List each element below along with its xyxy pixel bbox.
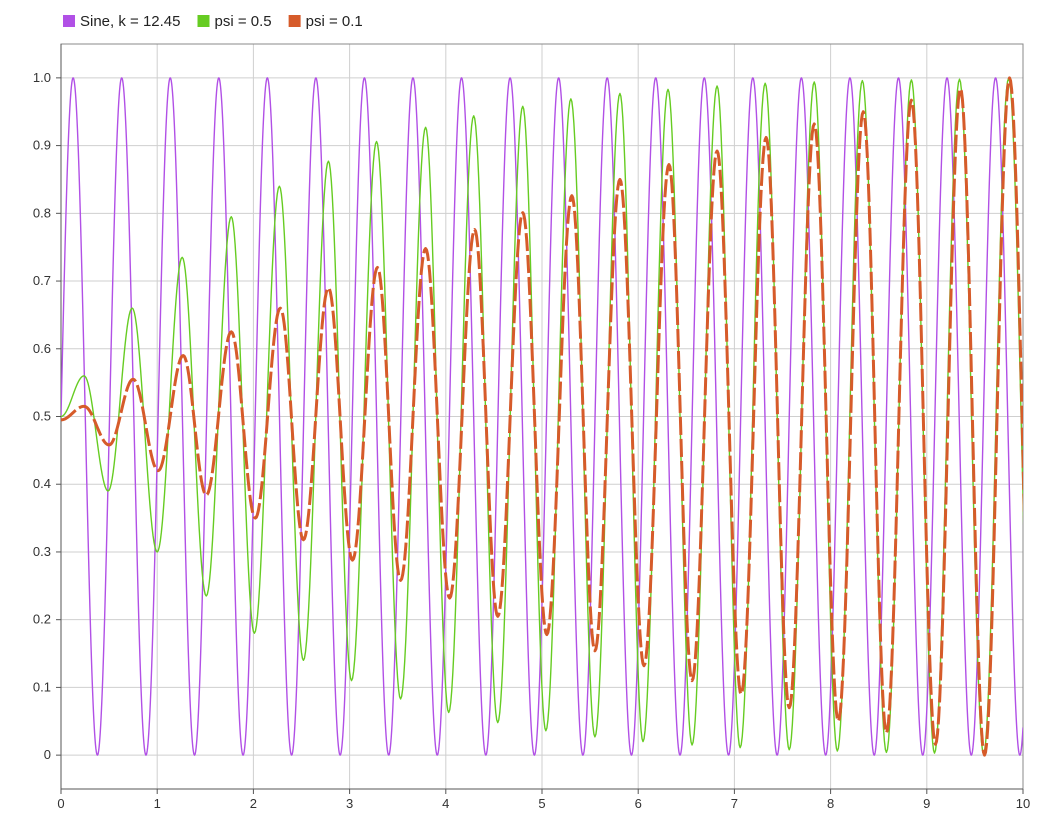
grid — [61, 44, 1023, 789]
x-tick-label: 8 — [827, 796, 834, 811]
x-tick-label: 5 — [538, 796, 545, 811]
x-tick-label: 4 — [442, 796, 449, 811]
x-tick-label: 2 — [250, 796, 257, 811]
series-3 — [61, 76, 1023, 757]
y-tick-label: 0.1 — [33, 679, 51, 694]
x-tick-label: 7 — [731, 796, 738, 811]
y-tick-label: 0.9 — [33, 138, 51, 153]
x-tick-label: 9 — [923, 796, 930, 811]
x-tick-label: 6 — [635, 796, 642, 811]
legend-item: Sine, k = 12.45 — [63, 13, 181, 30]
x-tick-label: 0 — [57, 796, 64, 811]
y-tick-label: 0.8 — [33, 205, 51, 220]
legend-swatch — [197, 15, 210, 27]
y-tick-label: 0.2 — [33, 612, 51, 627]
x-tick-label: 1 — [154, 796, 161, 811]
legend-item: psi = 0.1 — [288, 13, 363, 30]
legend-label: psi = 0.1 — [306, 13, 363, 30]
tick-labels: 0 1 2 3 4 5 6 7 8 9 10 0 0.1 0.2 0.3 0.4 0.5 0.6 0.7 0.8 0.9… — [33, 70, 1030, 811]
series-2 — [61, 77, 1023, 755]
legend-swatch — [288, 15, 301, 27]
y-tick-label: 0.4 — [33, 476, 51, 491]
x-tick-label: 3 — [346, 796, 353, 811]
series-layer — [61, 76, 1023, 757]
legend-item: psi = 0.5 — [197, 13, 272, 30]
y-tick-label: 0.5 — [33, 409, 51, 424]
series-line — [61, 76, 1023, 757]
legend-swatch — [63, 15, 75, 27]
series-line — [61, 77, 1023, 755]
legend: Sine, k = 12.45 psi = 0.5 psi = 0.1 — [63, 13, 363, 30]
legend-label: psi = 0.5 — [215, 13, 272, 30]
y-tick-label: 1.0 — [33, 70, 51, 85]
y-tick-label: 0.3 — [33, 544, 51, 559]
y-tick-label: 0.7 — [33, 273, 51, 288]
y-tick-label: 0.6 — [33, 341, 51, 356]
legend-label: Sine, k = 12.45 — [80, 13, 181, 30]
x-tick-label: 10 — [1016, 796, 1030, 811]
y-tick-label: 0 — [44, 747, 51, 762]
